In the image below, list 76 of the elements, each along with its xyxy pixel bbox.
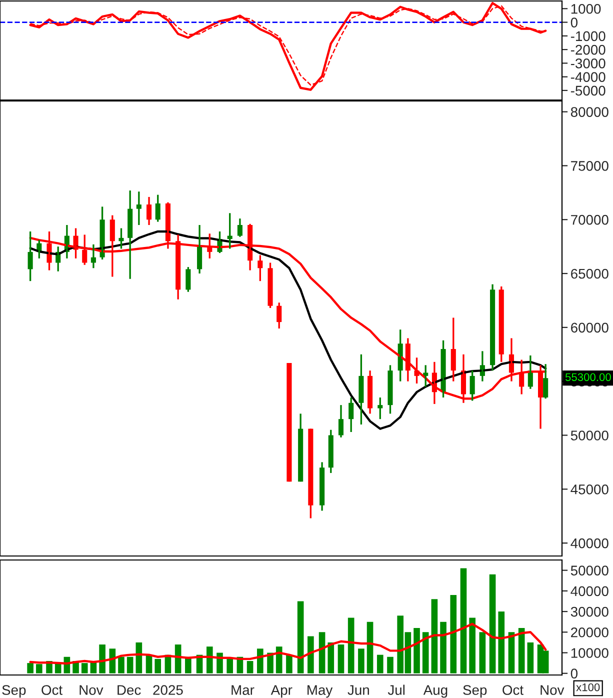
bar [489, 574, 496, 674]
y-tick-label: 50000 [570, 566, 608, 576]
y-tick-label: -3000 [570, 58, 606, 68]
bar [479, 632, 486, 674]
bar [440, 622, 446, 674]
bar [81, 663, 88, 674]
y-tick-label: 50000 [570, 430, 608, 440]
y-tick-label: 70000 [571, 214, 608, 225]
y-tick-label: -1000 [570, 31, 606, 42]
x-tick-label: Jun [348, 685, 369, 695]
y-tick-label: 30000 [570, 606, 608, 617]
x-tick-label: Aug [423, 685, 448, 698]
bar [206, 646, 213, 674]
x-tick-label: Jul [388, 684, 405, 695]
y-tick-label: 10000 [571, 648, 608, 658]
y-tick-label: 20000 [571, 627, 608, 638]
bar [257, 648, 264, 674]
x-tick-label: Oct [502, 685, 524, 695]
bar [318, 632, 326, 674]
x-tick-label: Apr [270, 685, 292, 698]
bar [508, 632, 515, 674]
bar [308, 636, 314, 674]
bar [286, 654, 292, 674]
bar [246, 660, 254, 674]
x-tick-label: Nov [80, 685, 104, 695]
bar [154, 658, 162, 674]
annotation: 55300.00 [565, 373, 611, 382]
y-tick-label: 75000 [571, 161, 608, 171]
bar [27, 663, 34, 674]
line-series [29, 622, 547, 665]
y-tick-label: -5000 [570, 86, 606, 96]
bar [328, 642, 334, 674]
bar [109, 648, 116, 674]
x-tick-label: Oct [42, 685, 62, 695]
bar [422, 632, 429, 674]
line-series [29, 230, 547, 430]
bar [226, 658, 234, 674]
y-tick-label: 40000 [570, 586, 608, 596]
y-tick-label: 0 [570, 18, 578, 28]
bar [366, 622, 374, 674]
y-tick-label: 45000 [570, 484, 608, 494]
x-tick-label: Sep [2, 685, 26, 698]
bar [99, 644, 106, 674]
bar [276, 646, 282, 674]
bar [498, 612, 505, 674]
y-tick-label: 65000 [571, 268, 608, 279]
bar [469, 618, 476, 674]
x-tick-label: Sep [463, 685, 487, 698]
y-tick-label: 60000 [571, 322, 608, 333]
bar [431, 599, 438, 674]
y-tick-label: -4000 [570, 72, 606, 82]
y-tick-label: 0 [570, 668, 578, 679]
text: x100 [576, 683, 600, 692]
bar [527, 642, 534, 674]
bar [126, 656, 134, 674]
y-tick-label: 40000 [570, 538, 608, 548]
x-tick-label: Nov [540, 685, 564, 695]
bar [376, 654, 384, 674]
bar [338, 644, 344, 674]
bar [387, 656, 394, 674]
x-tick-label: May [308, 685, 333, 698]
bar [450, 595, 457, 674]
x-tick-label: Dec [118, 685, 141, 695]
bar [460, 568, 467, 674]
bar [118, 656, 124, 674]
x-tick-label: Mar [232, 685, 254, 695]
bar [297, 601, 304, 674]
bar [358, 648, 364, 674]
y-tick-label: 1000 [571, 4, 601, 14]
bar [414, 628, 420, 674]
bar [36, 664, 42, 674]
y-tick-label: 80000 [570, 107, 608, 117]
x-tick-label: 2025 [153, 685, 183, 695]
bar [348, 618, 354, 674]
y-tick-label: -2000 [570, 44, 606, 55]
bar [518, 628, 525, 674]
